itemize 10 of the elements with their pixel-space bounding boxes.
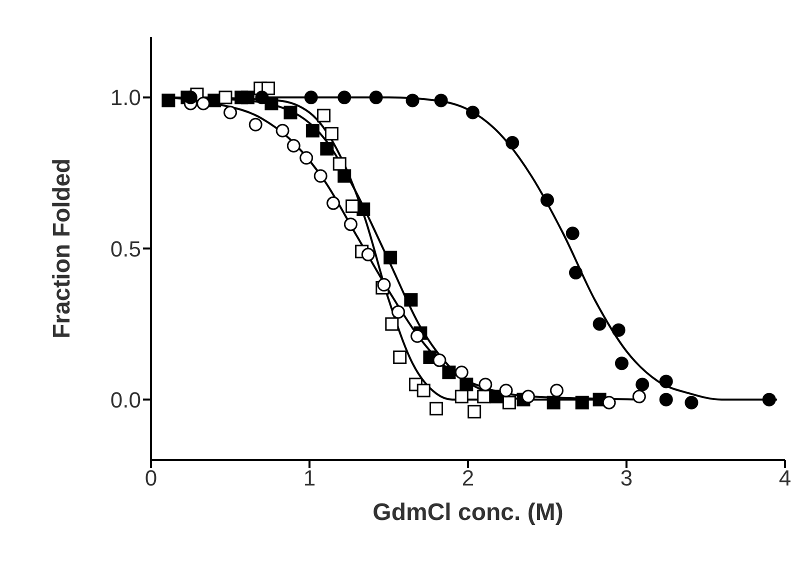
x-tick-label: 4 (778, 466, 792, 491)
y-tick-label: 1.0 (110, 85, 141, 110)
x-axis-title: GdmCl conc. (M) (372, 499, 564, 526)
x-tick-label: 0 (144, 466, 158, 491)
y-tick-label: 0.0 (110, 387, 141, 412)
y-tick-label: 0.5 (110, 236, 141, 262)
x-tick-label: 3 (620, 466, 633, 491)
y-axis-title: Fraction Folded (48, 158, 76, 338)
x-tick-label: 1 (303, 466, 316, 491)
x-tick-label: 2 (462, 466, 474, 491)
